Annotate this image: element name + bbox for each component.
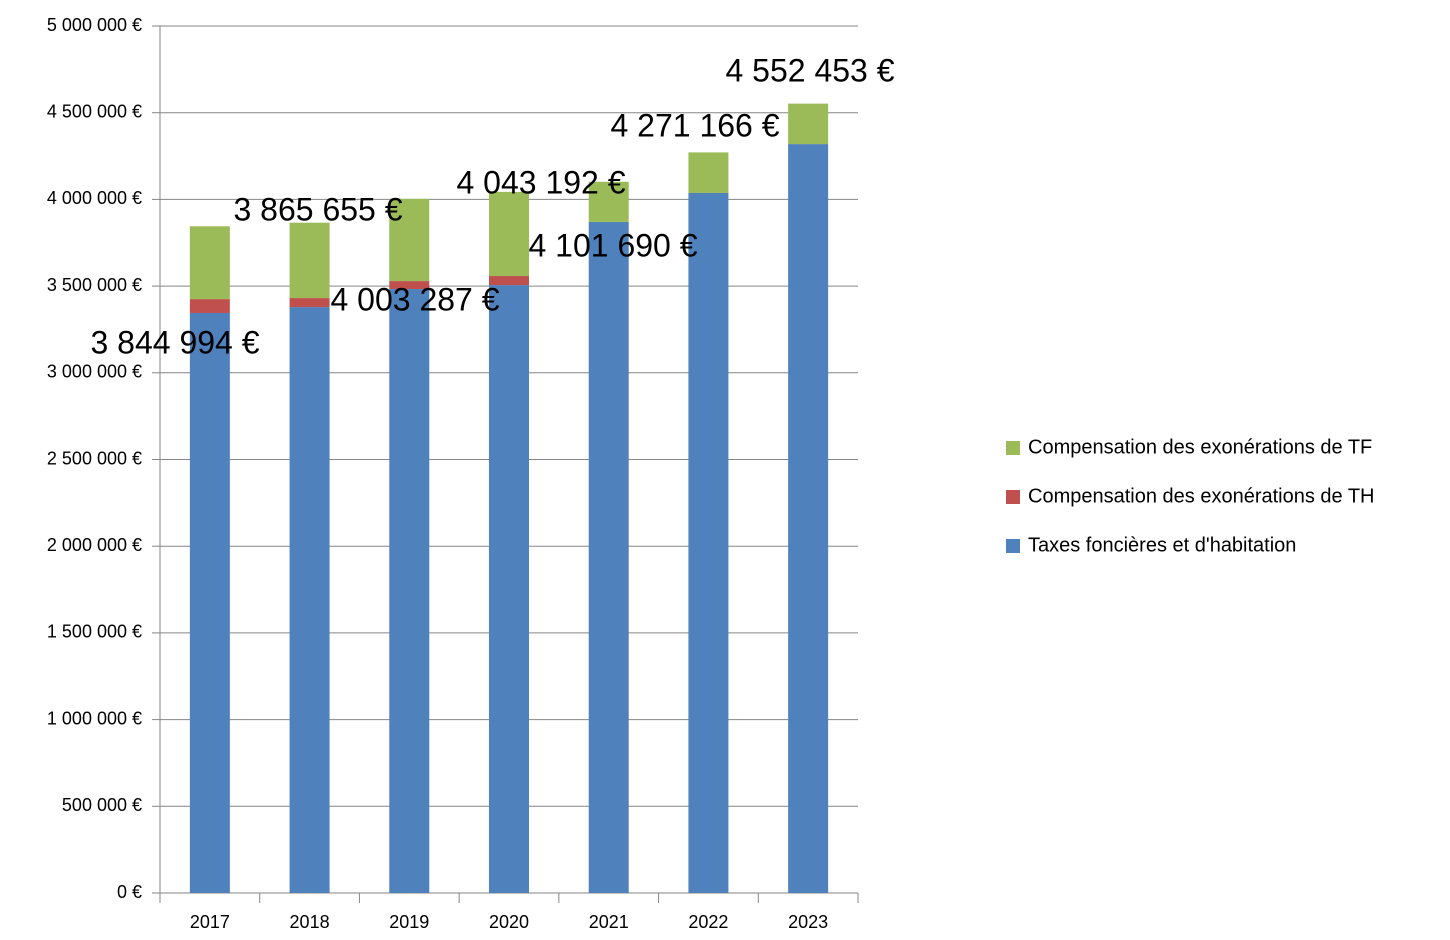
y-tick-label: 1 500 000 €: [47, 622, 142, 642]
y-tick-label: 500 000 €: [62, 795, 142, 815]
y-tick-label: 1 000 000 €: [47, 708, 142, 728]
total-label: 4 552 453 €: [725, 52, 894, 88]
y-tick-label: 2 500 000 €: [47, 448, 142, 468]
y-tick-label: 5 000 000 €: [47, 15, 142, 35]
bar-segment: [688, 152, 729, 193]
total-label: 3 844 994 €: [90, 324, 259, 360]
x-tick-label: 2019: [389, 912, 429, 932]
y-tick-label: 2 000 000 €: [47, 535, 142, 555]
bar-segment: [389, 281, 430, 290]
total-label: 3 865 655 €: [233, 191, 402, 227]
x-tick-label: 2021: [589, 912, 629, 932]
bar-segment: [189, 312, 230, 893]
bar-segment: [189, 299, 230, 313]
y-tick-label: 3 000 000 €: [47, 362, 142, 382]
legend-swatch: [1006, 441, 1020, 455]
bar-segment: [788, 144, 829, 894]
legend-swatch: [1006, 539, 1020, 553]
x-tick-label: 2018: [290, 912, 330, 932]
total-label: 4 003 287 €: [330, 281, 499, 317]
bar-segment: [389, 289, 430, 893]
bar-segment: [289, 298, 330, 308]
bar-segment: [489, 191, 529, 277]
legend-label: Taxes foncières et d'habitation: [1028, 534, 1296, 556]
x-tick-label: 2023: [788, 912, 828, 932]
x-tick-label: 2022: [688, 912, 728, 932]
legend-swatch: [1006, 490, 1020, 504]
bar-segment: [788, 103, 829, 145]
bar-segment: [688, 192, 729, 894]
bar-segment: [588, 221, 629, 893]
total-label: 4 271 166 €: [610, 107, 779, 143]
bar-segment: [489, 285, 529, 894]
total-label: 4 043 192 €: [456, 164, 625, 200]
y-tick-label: 0 €: [117, 882, 142, 902]
x-tick-label: 2020: [489, 912, 529, 932]
legend-label: Compensation des exonérations de TF: [1028, 436, 1372, 458]
bar-segment: [289, 307, 330, 893]
x-tick-label: 2017: [190, 912, 230, 932]
bar-segment: [189, 226, 230, 300]
y-tick-label: 4 000 000 €: [47, 188, 142, 208]
y-tick-label: 4 500 000 €: [47, 101, 142, 121]
bar-segment: [489, 276, 529, 286]
bar-segment: [289, 222, 330, 299]
legend-label: Compensation des exonérations de TH: [1028, 485, 1375, 507]
bar-segment: [588, 181, 629, 222]
y-tick-label: 3 500 000 €: [47, 275, 142, 295]
total-label: 4 101 690 €: [528, 227, 697, 263]
bar-segment: [389, 198, 430, 282]
